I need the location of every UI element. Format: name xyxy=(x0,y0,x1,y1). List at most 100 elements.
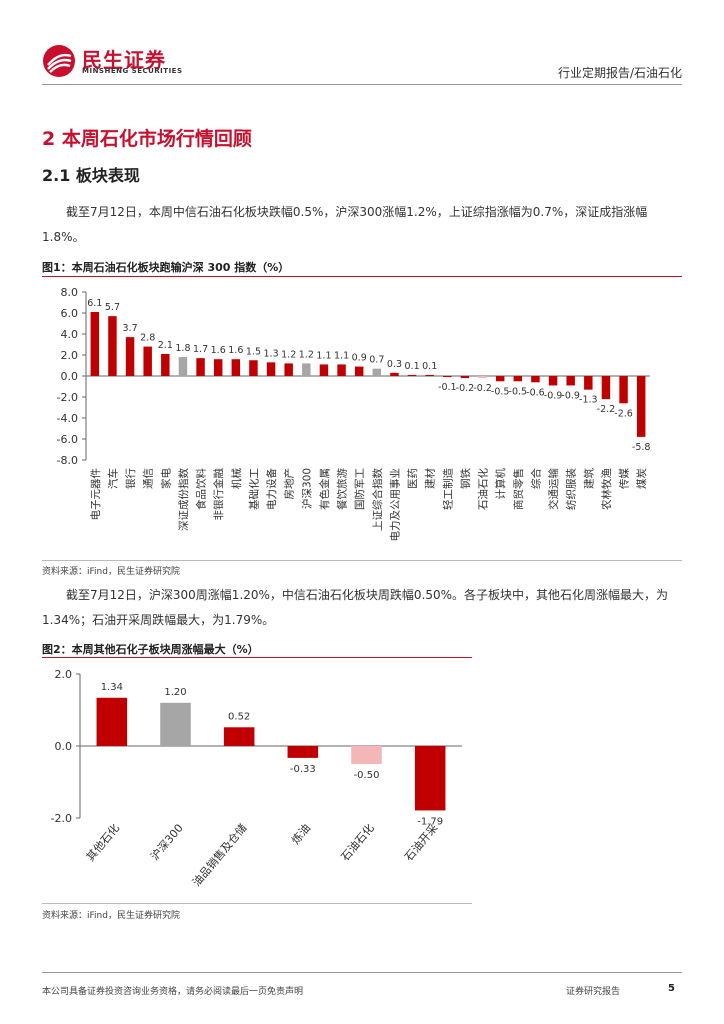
data-label: 1.6 xyxy=(211,345,226,356)
category-label: 有色金属 xyxy=(318,468,331,510)
bar xyxy=(460,376,470,379)
category-label: 炼油 xyxy=(288,821,313,847)
bar xyxy=(425,374,434,376)
y-tick-label: -8.0 xyxy=(57,454,78,467)
data-label: 2.8 xyxy=(140,333,155,344)
category-label: 其他石化 xyxy=(83,821,122,864)
bar xyxy=(337,364,346,376)
bar xyxy=(443,376,452,378)
y-tick-label: 8.0 xyxy=(61,286,79,299)
category-label: 煤炭 xyxy=(635,468,648,489)
data-label: -0.50 xyxy=(354,770,380,781)
data-label: 5.7 xyxy=(105,302,120,313)
bar xyxy=(636,376,646,437)
data-label: -0.2 xyxy=(473,383,492,394)
data-label: 1.20 xyxy=(164,687,186,698)
figure-1-chart: 8.0 6.0 4.0 2.0 0.0 -2.0 -4.0 -6.0 -8.0 6.1 电子元器件 5… xyxy=(57,286,651,542)
bar xyxy=(266,362,276,376)
bar xyxy=(407,374,417,376)
category-label: 机械 xyxy=(230,468,243,489)
y-tick-label: 0.0 xyxy=(55,740,73,753)
y-tick-label: 2.0 xyxy=(55,668,73,681)
data-label: 0.1 xyxy=(422,361,437,372)
footer-label: 证券研究报告 xyxy=(566,987,621,997)
data-label: 1.1 xyxy=(316,350,331,361)
figure-1-bottom-rule xyxy=(42,560,682,561)
bar xyxy=(223,727,255,746)
data-label: 1.34 xyxy=(101,682,123,693)
data-label: -0.9 xyxy=(561,390,580,401)
bar xyxy=(231,359,241,376)
bar xyxy=(351,746,382,764)
data-label: 1.8 xyxy=(175,343,190,354)
figure-2-title: 图2：本周其他石化子板块周涨幅最大（%） xyxy=(42,643,259,656)
bar xyxy=(125,337,135,376)
data-label: 6.1 xyxy=(87,298,102,309)
page-number: 5 xyxy=(668,983,675,994)
category-label: 上证综合指数 xyxy=(371,468,384,531)
category-label: 传媒 xyxy=(618,468,631,489)
bar xyxy=(143,346,152,376)
data-label: 1.2 xyxy=(299,349,314,360)
subsection-title: 2.1 板块表现 xyxy=(42,166,140,185)
data-label: 0.3 xyxy=(387,359,402,370)
bar xyxy=(284,363,293,376)
data-label: 0.7 xyxy=(369,355,384,366)
figure-1-source: 资料来源：iFind，民生证券研究院 xyxy=(42,567,180,577)
data-label: -5.8 xyxy=(632,442,651,453)
bar xyxy=(161,353,170,376)
category-label: 银行 xyxy=(124,468,137,489)
header-divider xyxy=(42,84,682,85)
bar xyxy=(601,376,611,400)
section-title: 2 本周石化市场行情回顾 xyxy=(42,128,252,150)
bar xyxy=(96,697,128,746)
data-label: -1.79 xyxy=(417,816,443,827)
bar xyxy=(249,360,258,376)
bar xyxy=(513,376,523,382)
bar xyxy=(319,364,329,376)
category-label: 汽车 xyxy=(106,468,119,489)
bar xyxy=(287,746,319,758)
y-tick-label: 0.0 xyxy=(61,370,79,383)
category-label: 餐饮旅游 xyxy=(336,468,349,510)
bar xyxy=(414,746,446,811)
data-label: -1.3 xyxy=(579,395,598,406)
logo-icon xyxy=(43,45,75,77)
bar xyxy=(354,366,364,376)
category-label: 电力设备 xyxy=(265,468,278,510)
bar xyxy=(108,316,117,376)
y-tick-label: -2.0 xyxy=(57,391,78,404)
bar xyxy=(531,376,540,383)
bar xyxy=(390,372,399,376)
data-label: 1.7 xyxy=(193,344,208,355)
brand-name: 民生证券 xyxy=(82,48,166,72)
bar xyxy=(178,357,188,376)
category-label: 轻工制造 xyxy=(441,468,454,510)
category-label: 商贸零售 xyxy=(512,468,525,510)
y-tick-label: 4.0 xyxy=(61,328,79,341)
category-label: 电子元器件 xyxy=(89,468,102,521)
category-label: 交通运输 xyxy=(547,468,560,510)
data-label: -0.9 xyxy=(544,390,563,401)
category-label: 石油石化 xyxy=(477,468,490,510)
category-label: 油品销售及仓储 xyxy=(189,821,249,889)
bar xyxy=(566,376,575,386)
y-tick-label: 6.0 xyxy=(61,307,79,320)
data-label: 0.9 xyxy=(352,353,367,364)
category-label: 家电 xyxy=(159,468,172,489)
category-label: 计算机 xyxy=(494,468,507,500)
data-label: -0.5 xyxy=(491,386,510,397)
paragraph-1: 截至7月12日，本周中信石油石化板块跌幅0.5%，沪深300涨幅1.2%，上证综… xyxy=(42,200,682,250)
data-label: 1.6 xyxy=(228,345,243,356)
data-label: -2.2 xyxy=(597,404,616,415)
category-label: 钢铁 xyxy=(459,468,472,489)
category-label: 石油石化 xyxy=(338,821,377,864)
figure-1-top-rule xyxy=(42,276,682,277)
bar xyxy=(495,376,505,382)
data-label: 1.1 xyxy=(334,350,349,361)
figure-2-top-rule xyxy=(42,657,472,658)
category-label: 通信 xyxy=(143,468,155,489)
data-label: 0.52 xyxy=(228,711,250,722)
paragraph-2-text: 截至7月12日，沪深300周涨幅1.20%，中信石油石化板块周跌幅0.50%。各… xyxy=(42,588,669,627)
data-label: 2.1 xyxy=(158,340,173,351)
